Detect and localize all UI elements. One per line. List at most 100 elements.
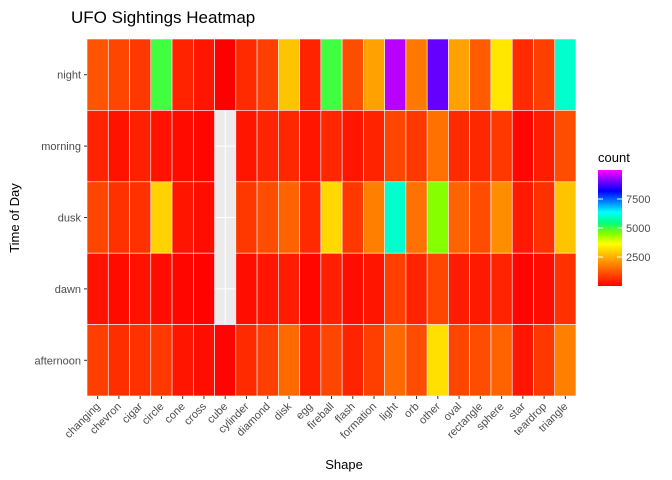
y-tick-label: night (57, 70, 81, 82)
heatmap-cell (278, 252, 300, 325)
heatmap-cell (86, 110, 109, 183)
heatmap-cell (235, 252, 258, 325)
heatmap-cell (511, 252, 534, 325)
legend-tick-label: 2500 (626, 252, 650, 264)
heatmap-cell (193, 181, 215, 254)
heatmap-cell (511, 181, 534, 254)
legend-tick-label: 5000 (626, 223, 650, 235)
heatmap-cell (490, 324, 513, 397)
heatmap-cell (299, 181, 322, 254)
heatmap-cell (469, 252, 492, 325)
heatmap-cell (256, 324, 279, 397)
heatmap-cell (426, 324, 449, 397)
heatmap-cell (193, 252, 215, 325)
heatmap-cell (256, 181, 279, 254)
heatmap-cell (150, 38, 173, 111)
x-tick-label: light (378, 401, 401, 424)
heatmap-cell (405, 252, 428, 325)
heatmap-cell (278, 38, 300, 111)
y-tick-labels: afternoon dawn dusk morning night (35, 70, 87, 367)
heatmap-cell (235, 38, 258, 111)
heatmap-cell (299, 38, 322, 111)
heatmap-cell (533, 252, 556, 325)
heatmap-cell (533, 181, 556, 254)
y-tick-label: afternoon (35, 355, 81, 367)
heatmap-cell (320, 252, 343, 325)
chart-title: UFO Sightings Heatmap (71, 8, 255, 27)
heatmap-cell (554, 252, 577, 325)
heatmap-cell (405, 38, 428, 111)
x-tick-label: circle (140, 401, 167, 428)
heatmap-cell (278, 324, 300, 397)
heatmap-cell (278, 110, 300, 183)
heatmap-cell (171, 38, 194, 111)
heatmap-cell (448, 181, 470, 254)
heatmap-cell (320, 324, 343, 397)
heatmap-cell (86, 324, 109, 397)
heatmap-cell (384, 38, 407, 111)
heatmap-cell (107, 110, 130, 183)
heatmap-cell (426, 181, 449, 254)
heatmap-cell (384, 181, 407, 254)
heatmap-cell (107, 324, 130, 397)
legend: count 2500 5000 7500 (598, 150, 650, 286)
x-tick-label: cigar (120, 400, 146, 426)
heatmap-cell (554, 110, 577, 183)
heatmap-cell (363, 324, 385, 397)
heatmap-cell (193, 38, 215, 111)
heatmap-cell (469, 110, 492, 183)
heatmap-cell (129, 38, 152, 111)
heatmap-cell (469, 324, 492, 397)
heatmap-cell (107, 181, 130, 254)
heatmap-cell (150, 252, 173, 325)
x-tick-label: other (417, 400, 443, 426)
heatmap-cell (405, 110, 428, 183)
y-tick-label: dawn (55, 284, 81, 296)
heatmap-cell (363, 38, 385, 111)
heatmap-cell (426, 110, 449, 183)
y-tick-label: dusk (58, 213, 82, 225)
heatmap-cell (341, 252, 364, 325)
heatmap-cell (448, 110, 470, 183)
heatmap-cell (320, 38, 343, 111)
x-tick-label: disk (272, 400, 295, 423)
heatmap-cell (214, 324, 237, 397)
heatmap-cell (426, 252, 449, 325)
heatmap-cell (384, 252, 407, 325)
heatmap-cell (150, 324, 173, 397)
y-axis-title: Time of Day (7, 183, 22, 253)
heatmap-cell (363, 110, 385, 183)
heatmap-cell (86, 181, 109, 254)
x-axis-title: Shape (325, 457, 363, 472)
heatmap-cell (86, 38, 109, 111)
heatmap-cell (490, 110, 513, 183)
heatmap-cell (363, 181, 385, 254)
heatmap-cell (554, 38, 577, 111)
heatmap-cell (299, 110, 322, 183)
heatmap-cell (129, 110, 152, 183)
x-tick-label: cross (182, 400, 209, 427)
legend-tick-label: 7500 (626, 194, 650, 206)
heatmap-cell (107, 252, 130, 325)
heatmap-cell (448, 38, 470, 111)
heatmap-cell (533, 38, 556, 111)
legend-title: count (598, 150, 630, 165)
heatmap-cell (448, 252, 470, 325)
heatmap-cell (554, 324, 577, 397)
heatmap-cell (171, 324, 194, 397)
heatmap-cell (320, 181, 343, 254)
heatmap-cell (511, 110, 534, 183)
heatmap-cell (171, 252, 194, 325)
heatmap-cell (341, 110, 364, 183)
heatmap-cell (235, 110, 258, 183)
heatmap-cell (129, 324, 152, 397)
x-tick-labels: changingchevroncigarcircleconecrosscubec… (63, 396, 570, 442)
heatmap-cell (341, 181, 364, 254)
heatmap-cell (86, 252, 109, 325)
heatmap-cell (256, 38, 279, 111)
heatmap-cell (405, 181, 428, 254)
heatmap-cell (341, 38, 364, 111)
heatmap-cell (150, 181, 173, 254)
heatmap-cell (511, 38, 534, 111)
heatmap-cell (129, 252, 152, 325)
